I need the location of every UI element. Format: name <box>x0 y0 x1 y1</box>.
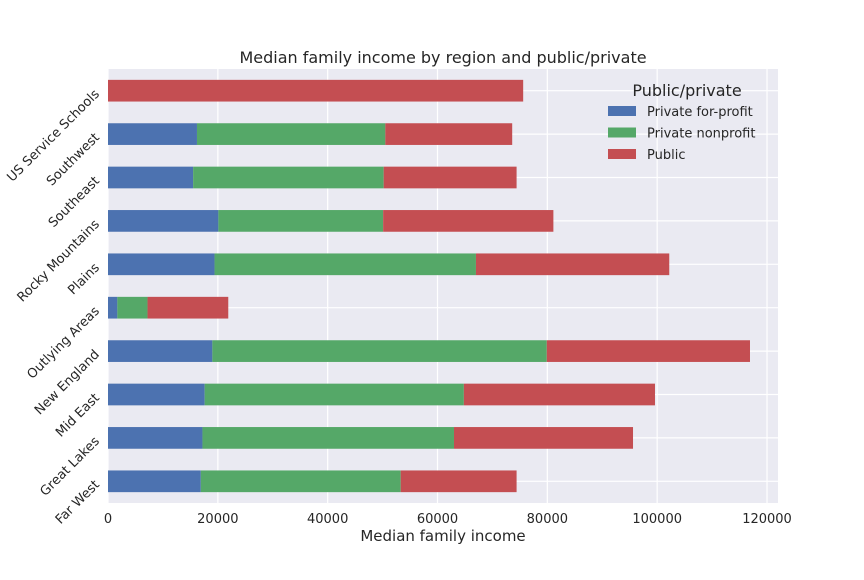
x-axis-ticks: 0 20000 40000 60000 80000 100000 120000 <box>104 512 792 527</box>
x-tick-label: 0 <box>104 512 112 527</box>
bar-plains-private-nonprofit <box>214 253 476 276</box>
legend-swatch-public <box>608 149 636 159</box>
bar-southeast-public <box>383 166 517 189</box>
bar-far-west-public <box>400 470 517 493</box>
y-tick-label: Rocky Mountains <box>15 217 103 305</box>
y-tick-label: Outlying Areas <box>24 304 103 383</box>
y-tick-label: Plains <box>65 260 103 298</box>
legend-title: Public/private <box>632 81 741 100</box>
bar-mid-east-private-nonprofit <box>204 383 464 406</box>
bar-outlying-areas-public <box>147 296 229 319</box>
bar-rocky-mountains-private-for-profit <box>108 210 219 232</box>
x-tick-label: 80000 <box>527 512 568 527</box>
bar-southeast-private-for-profit <box>108 166 194 189</box>
bar-plains-public <box>475 253 670 276</box>
x-tick-label: 120000 <box>742 512 792 527</box>
bar-plains-private-for-profit <box>108 253 215 276</box>
x-axis-title: Median family income <box>360 527 525 545</box>
bar-far-west-private-for-profit <box>108 470 201 493</box>
bar-rocky-mountains-public <box>383 210 554 232</box>
bar-mid-east-private-for-profit <box>108 383 205 406</box>
bar-far-west-private-nonprofit <box>200 470 401 493</box>
bars <box>108 79 750 493</box>
bar-great-lakes-private-nonprofit <box>202 427 454 449</box>
legend-swatch-private-nonprofit <box>608 127 636 138</box>
bar-outlying-areas-private-nonprofit <box>117 296 148 319</box>
legend-label-private-for-profit: Private for-profit <box>647 105 753 120</box>
x-tick-label: 20000 <box>197 512 238 527</box>
x-tick-label: 60000 <box>417 512 458 527</box>
legend: Public/private Private for-profit Private… <box>608 81 755 163</box>
bar-outlying-areas-private-for-profit <box>108 296 118 319</box>
bar-southeast-private-nonprofit <box>193 166 384 189</box>
legend-label-public: Public <box>647 148 685 163</box>
bar-southwest-private-nonprofit <box>196 123 386 145</box>
bar-us-service-schools-public <box>108 79 524 102</box>
bar-new-england-public <box>546 340 750 362</box>
bar-new-england-private-nonprofit <box>212 340 547 362</box>
bar-great-lakes-public <box>453 427 634 449</box>
x-tick-label: 40000 <box>307 512 348 527</box>
bar-great-lakes-private-for-profit <box>108 427 203 449</box>
bar-mid-east-public <box>463 383 655 406</box>
legend-swatch-private-for-profit <box>608 106 636 116</box>
chart-title: Median family income by region and publi… <box>239 48 646 67</box>
bar-southwest-public <box>385 123 513 145</box>
bar-southwest-private-for-profit <box>108 123 197 145</box>
bar-rocky-mountains-private-nonprofit <box>218 210 384 232</box>
x-tick-label: 100000 <box>632 512 682 527</box>
legend-label-private-nonprofit: Private nonprofit <box>647 127 755 142</box>
bar-new-england-private-for-profit <box>108 340 213 362</box>
